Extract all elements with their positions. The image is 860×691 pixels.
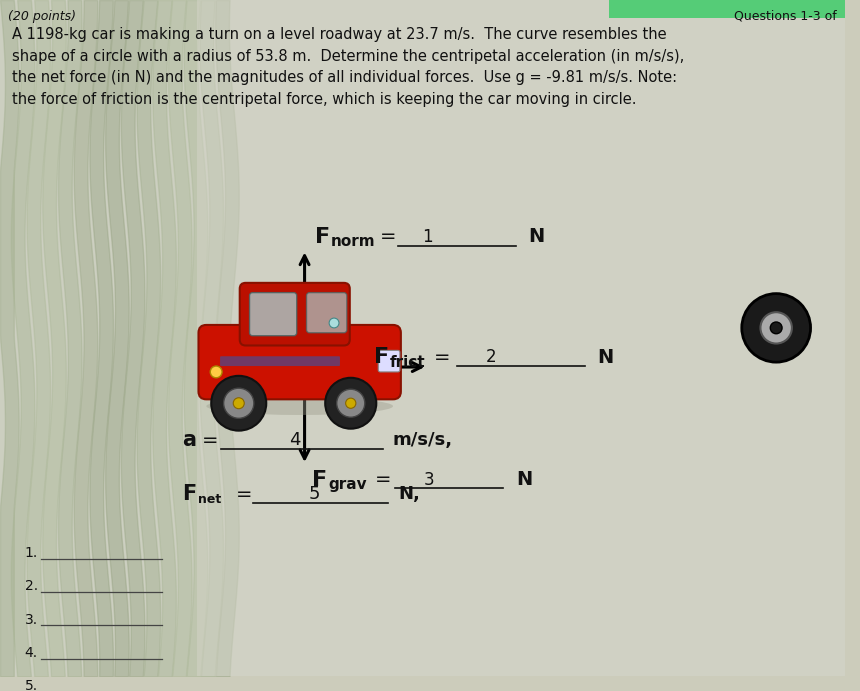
Text: Questions 1-3 of: Questions 1-3 of	[734, 10, 837, 23]
Text: $\mathbf{F}$: $\mathbf{F}$	[311, 470, 327, 490]
Circle shape	[325, 378, 377, 428]
Text: 2.: 2.	[25, 579, 38, 594]
Bar	[196, 0, 845, 676]
Text: 1: 1	[422, 228, 433, 246]
Circle shape	[224, 388, 254, 418]
Text: grav: grav	[329, 477, 366, 492]
Text: $\mathbf{F}$: $\mathbf{F}$	[373, 348, 389, 367]
Text: frict: frict	[390, 354, 426, 370]
Circle shape	[233, 398, 244, 408]
Circle shape	[329, 318, 339, 328]
Circle shape	[346, 398, 356, 408]
Circle shape	[760, 312, 792, 343]
Text: $\mathbf{F}$: $\mathbf{F}$	[181, 484, 196, 504]
Text: 2: 2	[486, 348, 496, 366]
FancyBboxPatch shape	[249, 293, 297, 336]
Text: N,: N,	[398, 485, 420, 503]
Text: 3.: 3.	[25, 612, 38, 627]
Text: $\mathbf{F}$: $\mathbf{F}$	[315, 227, 329, 247]
Text: net: net	[199, 493, 222, 506]
Circle shape	[212, 376, 267, 430]
Text: the force of friction is the centripetal force, which is keeping the car moving : the force of friction is the centripetal…	[12, 92, 636, 107]
Text: m/s/s,: m/s/s,	[393, 431, 453, 449]
Circle shape	[771, 322, 782, 334]
FancyBboxPatch shape	[240, 283, 350, 346]
Ellipse shape	[206, 397, 393, 415]
FancyBboxPatch shape	[220, 357, 340, 366]
Text: N: N	[529, 227, 545, 247]
Bar	[609, 0, 845, 17]
Text: 5: 5	[309, 485, 320, 503]
Circle shape	[742, 294, 811, 362]
Text: 4.: 4.	[25, 646, 38, 660]
Text: =: =	[236, 485, 252, 504]
Text: =: =	[380, 227, 396, 247]
Text: norm: norm	[331, 234, 376, 249]
Text: 5.: 5.	[25, 679, 38, 691]
Text: 4: 4	[289, 431, 300, 449]
Text: 3: 3	[424, 471, 434, 489]
FancyBboxPatch shape	[378, 350, 400, 372]
Text: A 1198-kg car is making a turn on a level roadway at 23.7 m/s.  The curve resemb: A 1198-kg car is making a turn on a leve…	[12, 28, 666, 42]
Text: =: =	[434, 348, 451, 367]
Text: =: =	[201, 431, 218, 450]
Circle shape	[337, 389, 365, 417]
Text: the net force (in N) and the magnitudes of all individual forces.  Use g = -9.81: the net force (in N) and the magnitudes …	[12, 70, 677, 86]
FancyBboxPatch shape	[199, 325, 401, 399]
Text: =: =	[375, 470, 392, 489]
Text: (20 points): (20 points)	[8, 10, 76, 23]
FancyBboxPatch shape	[306, 293, 347, 333]
Text: shape of a circle with a radius of 53.8 m.  Determine the centripetal accelerati: shape of a circle with a radius of 53.8 …	[12, 49, 684, 64]
Text: 1.: 1.	[25, 546, 38, 560]
Text: N: N	[598, 348, 614, 367]
Circle shape	[210, 366, 222, 378]
Text: N: N	[516, 470, 532, 489]
Text: $\mathbf{a}$: $\mathbf{a}$	[181, 430, 196, 451]
